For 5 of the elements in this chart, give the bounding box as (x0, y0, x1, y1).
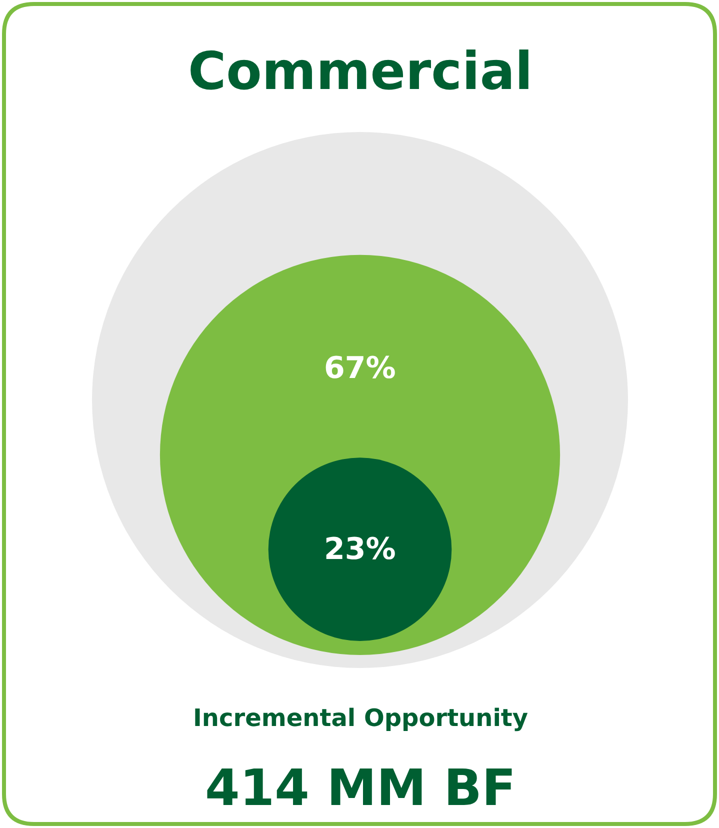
text: Incremental Opportunity (193, 704, 528, 732)
data-label: 23% (324, 532, 396, 567)
data-label: 67% (324, 351, 396, 386)
text: 414 MM BF (205, 759, 516, 817)
text: Commercial (188, 42, 533, 102)
